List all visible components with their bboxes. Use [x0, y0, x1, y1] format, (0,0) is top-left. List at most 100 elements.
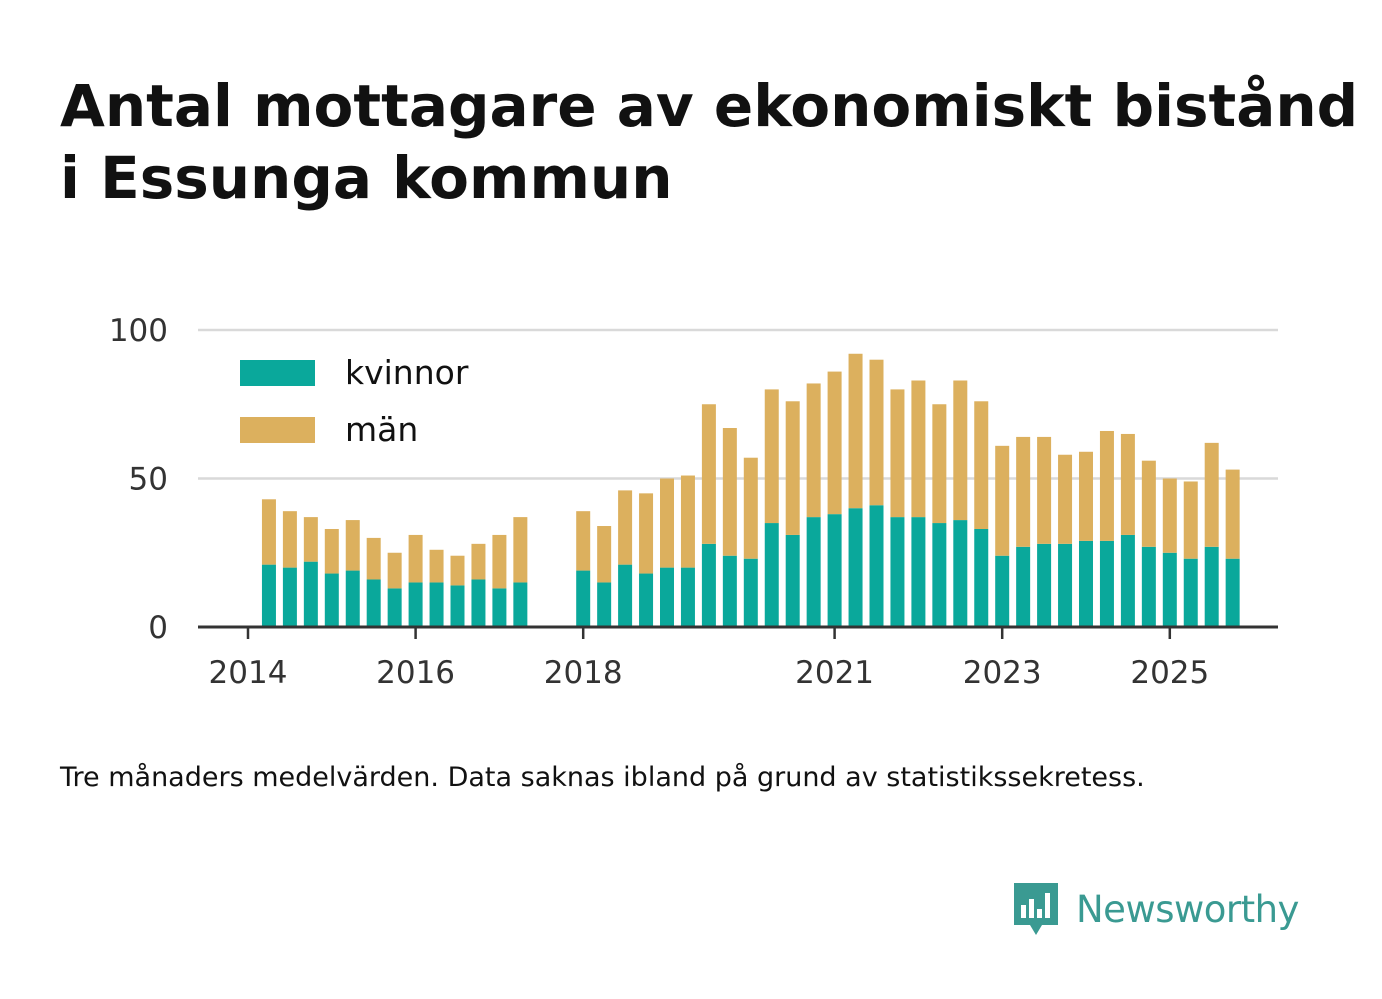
bar-kvinnor: [848, 508, 863, 627]
bar-man: [869, 359, 884, 506]
bar-man: [597, 526, 612, 583]
bar-kvinnor: [869, 505, 884, 627]
bar-kvinnor: [764, 523, 779, 627]
x-tick-label: 2016: [376, 655, 455, 691]
bar-man: [618, 490, 633, 565]
bar-kvinnor: [303, 561, 318, 627]
legend-swatch-man: [240, 417, 315, 443]
bar-man: [324, 528, 339, 574]
bar-man: [387, 552, 402, 589]
bar-kvinnor: [1058, 543, 1073, 627]
bar-kvinnor: [639, 573, 654, 627]
bar-kvinnor: [1120, 534, 1135, 627]
bar-kvinnor: [261, 564, 276, 627]
bar-man: [1204, 442, 1219, 547]
bar-kvinnor: [1225, 558, 1240, 627]
bar-kvinnor: [785, 534, 800, 627]
bar-kvinnor: [1162, 552, 1177, 627]
x-tick-label: 2025: [1130, 655, 1209, 691]
bar-man: [1183, 481, 1198, 559]
bar-man: [1016, 436, 1031, 547]
bar-kvinnor: [513, 582, 528, 627]
bar-kvinnor: [974, 528, 989, 627]
chart-title-line-2: i Essunga kommun: [60, 144, 673, 212]
bar-man: [764, 389, 779, 524]
bar-kvinnor: [1204, 546, 1219, 627]
bar-man: [1120, 433, 1135, 535]
bar-man: [660, 478, 674, 568]
bar-man: [911, 380, 926, 518]
bar-kvinnor: [680, 567, 695, 627]
bar-man: [974, 401, 989, 529]
chart-title-line-1: Antal mottagare av ekonomiskt bistånd: [60, 72, 1359, 140]
bar-man: [492, 534, 507, 589]
bar-kvinnor: [660, 567, 674, 627]
legend-label-man: män: [345, 410, 418, 449]
legend-label-kvinnor: kvinnor: [345, 353, 469, 392]
bar-man: [848, 353, 863, 509]
bar-kvinnor: [492, 588, 507, 627]
y-tick-label: 50: [129, 462, 168, 498]
bar-man: [366, 537, 381, 580]
bar-man: [806, 383, 821, 518]
legend: kvinnor män: [240, 353, 469, 449]
bar-kvinnor: [1099, 540, 1114, 627]
bar-man: [1079, 451, 1093, 541]
bar-kvinnor: [1037, 543, 1052, 627]
bar-chart-speech-bubble-icon: [1014, 883, 1058, 935]
bar-kvinnor: [722, 555, 737, 627]
bar-man: [743, 457, 758, 559]
bar-man: [1099, 430, 1114, 541]
bar-kvinnor: [743, 558, 758, 627]
y-axis-ticks: 0 50 100: [109, 313, 168, 646]
x-axis-ticks: 2014 2016 2018 2021 2023 2025: [209, 627, 1209, 691]
legend-swatch-kvinnor: [240, 360, 315, 386]
bar-man: [576, 511, 591, 571]
bar-kvinnor: [911, 517, 926, 627]
bar-kvinnor: [618, 564, 633, 627]
bar-man: [408, 534, 423, 583]
bar-man: [932, 404, 947, 524]
bar-man: [429, 549, 444, 583]
x-tick-label: 2023: [963, 655, 1042, 691]
bar-kvinnor: [1183, 558, 1198, 627]
bar-kvinnor: [1141, 546, 1156, 627]
brand-logo: Newsworthy: [1010, 878, 1299, 940]
bar-man: [680, 475, 695, 568]
bar-man: [513, 517, 528, 583]
bar-man: [1037, 436, 1052, 544]
bar-kvinnor: [408, 582, 423, 627]
bar-man: [722, 428, 737, 556]
bar-kvinnor: [890, 517, 905, 627]
bar-man: [785, 401, 800, 535]
bars: [261, 353, 1240, 627]
y-tick-label: 100: [109, 313, 168, 349]
bar-kvinnor: [1079, 540, 1093, 627]
bar-man: [701, 404, 716, 544]
bar-man: [1225, 469, 1240, 559]
bar-man: [303, 517, 318, 562]
bar-man: [345, 520, 360, 571]
brand-name: Newsworthy: [1076, 887, 1299, 931]
bar-man: [450, 555, 465, 586]
bar-man: [261, 499, 276, 565]
bar-kvinnor: [471, 579, 486, 627]
bar-kvinnor: [387, 588, 402, 627]
bar-kvinnor: [932, 523, 947, 627]
bar-man: [890, 389, 905, 518]
bar-man: [1141, 460, 1156, 547]
x-tick-label: 2014: [209, 655, 288, 691]
x-tick-label: 2018: [544, 655, 623, 691]
bar-man: [995, 445, 1010, 556]
bar-man: [639, 493, 654, 574]
bar-man: [953, 380, 968, 521]
bar-kvinnor: [576, 570, 591, 627]
y-tick-label: 0: [148, 610, 168, 646]
bar-kvinnor: [282, 567, 297, 627]
bar-kvinnor: [701, 543, 716, 627]
chart-caption: Tre månaders medelvärden. Data saknas ib…: [60, 762, 1145, 793]
gridlines: [198, 328, 1278, 480]
bar-man: [827, 371, 842, 515]
